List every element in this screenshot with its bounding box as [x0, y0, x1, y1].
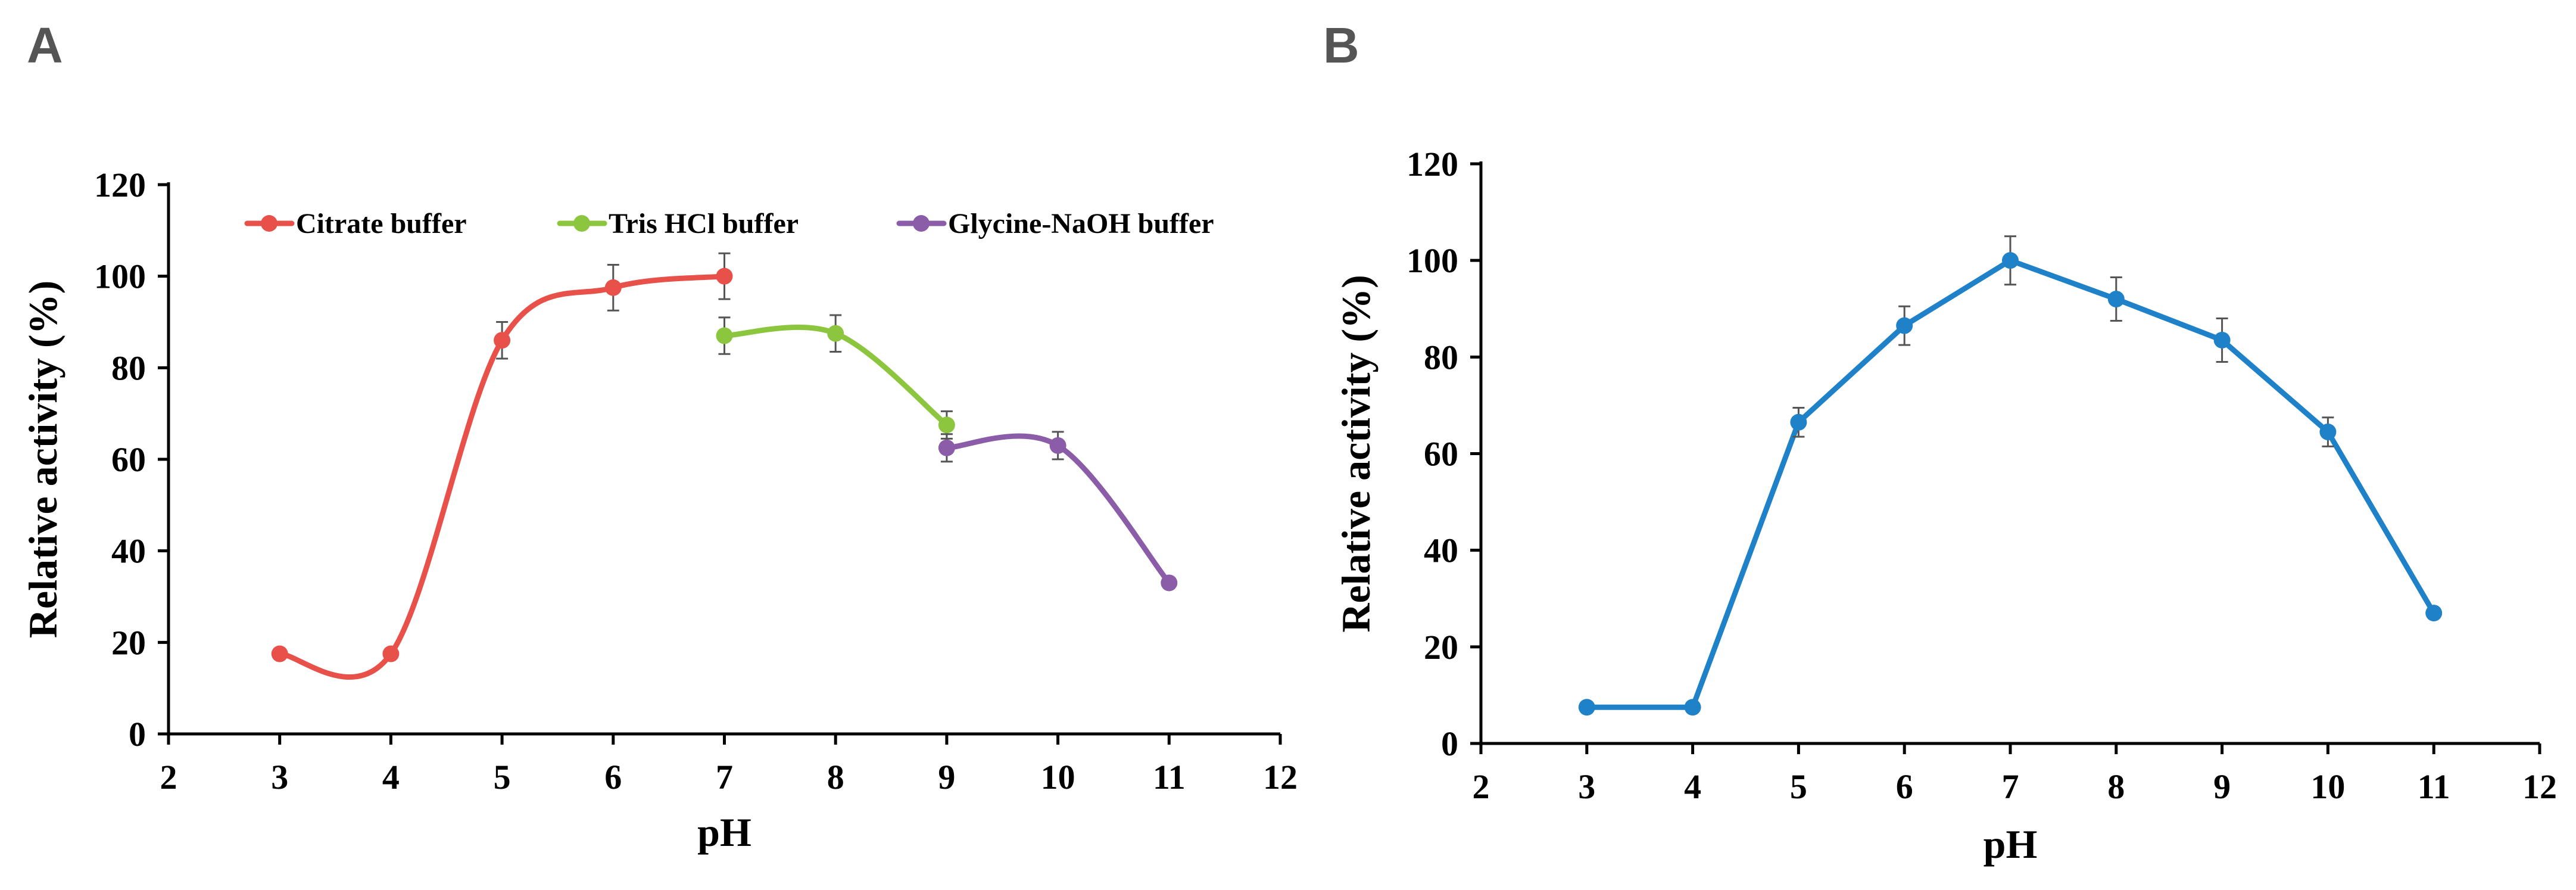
- legend-marker: [261, 215, 277, 232]
- data-point: [494, 332, 511, 349]
- x-tick-label: 3: [1578, 767, 1595, 806]
- x-tick-label: 12: [2522, 767, 2557, 806]
- data-point: [271, 645, 288, 662]
- series-line-b-0: [1584, 257, 2437, 710]
- data-point: [1578, 699, 1595, 716]
- x-tick-label: 11: [2418, 767, 2450, 806]
- x-tick-label: 9: [2213, 767, 2231, 806]
- chart-b: 0 20 40 60 80 100 120 2 3 4 5 6 7 8 9 10 11 12 pH Relative …: [1333, 145, 2557, 867]
- panel-a-letter: A: [27, 17, 63, 73]
- data-point: [938, 416, 955, 434]
- x-axis-title: pH: [697, 810, 751, 855]
- data-point: [2425, 605, 2443, 622]
- data-point: [1049, 437, 1066, 454]
- x-tick-label: 6: [1896, 767, 1913, 806]
- data-point: [604, 279, 622, 296]
- y-tick-label: 60: [1424, 435, 1458, 474]
- data-point: [938, 439, 955, 456]
- x-tick-label: 10: [2310, 767, 2345, 806]
- x-tick-label: 5: [494, 758, 511, 796]
- legend-label: Citrate buffer: [296, 208, 467, 239]
- x-tick-label: 2: [160, 758, 177, 796]
- data-point: [1161, 574, 1178, 592]
- legend-marker: [913, 215, 930, 232]
- y-tick-label: 20: [111, 623, 146, 662]
- x-axis-title: pH: [1984, 821, 2038, 867]
- x-tick-label: 8: [827, 758, 844, 796]
- data-point: [382, 645, 400, 662]
- y-tick-label: 0: [129, 715, 146, 754]
- y-axis-title: Relative activity (%): [1333, 275, 1379, 632]
- y-tick-label: 120: [94, 166, 146, 204]
- data-point: [2319, 424, 2337, 441]
- x-tick-label: 7: [716, 758, 733, 796]
- y-tick-label: 80: [1424, 338, 1458, 376]
- x-tick-label: 8: [2107, 767, 2125, 806]
- x-tick-label: 2: [1473, 767, 1490, 806]
- data-point: [2213, 331, 2231, 348]
- series-line-a-0: [277, 273, 727, 680]
- data-point: [2107, 291, 2125, 308]
- data-point: [827, 325, 844, 342]
- y-tick-label: 20: [1424, 628, 1458, 667]
- data-point: [1896, 317, 1913, 334]
- y-tick-label: 100: [94, 257, 146, 296]
- y-tick-label: 40: [111, 532, 146, 571]
- x-tick-label: 12: [1263, 758, 1298, 796]
- x-tick-label: 10: [1041, 758, 1075, 796]
- legend-label: Tris HCl buffer: [609, 208, 799, 239]
- y-tick-label: 100: [1406, 241, 1458, 280]
- legend-label: Glycine-NaOH buffer: [948, 208, 1214, 239]
- x-tick-label: 6: [604, 758, 622, 796]
- data-point: [716, 267, 733, 285]
- y-tick-label: 80: [111, 348, 146, 387]
- data-point: [2002, 252, 2019, 269]
- x-tick-label: 4: [1684, 767, 1701, 806]
- data-point: [1684, 699, 1701, 716]
- y-axis-title: Relative activity (%): [20, 281, 66, 638]
- x-tick-label: 4: [382, 758, 400, 796]
- data-point: [1790, 413, 1807, 431]
- panel-b-letter: B: [1323, 17, 1359, 73]
- x-tick-label: 5: [1790, 767, 1807, 806]
- legend-marker: [573, 215, 590, 232]
- x-tick-label: 7: [2002, 767, 2019, 806]
- y-tick-label: 0: [1441, 724, 1458, 763]
- x-tick-label: 3: [271, 758, 288, 796]
- y-tick-label: 40: [1424, 531, 1458, 570]
- y-tick-label: 120: [1406, 145, 1458, 183]
- x-tick-label: 11: [1153, 758, 1186, 796]
- y-tick-label: 60: [111, 440, 146, 479]
- chart-a: 0 20 40 60 80 100 120 2 3 4 5 6 7 8 9 10 11 12 pH Relative …: [20, 166, 1298, 855]
- data-point: [716, 327, 733, 344]
- x-tick-label: 9: [938, 758, 955, 796]
